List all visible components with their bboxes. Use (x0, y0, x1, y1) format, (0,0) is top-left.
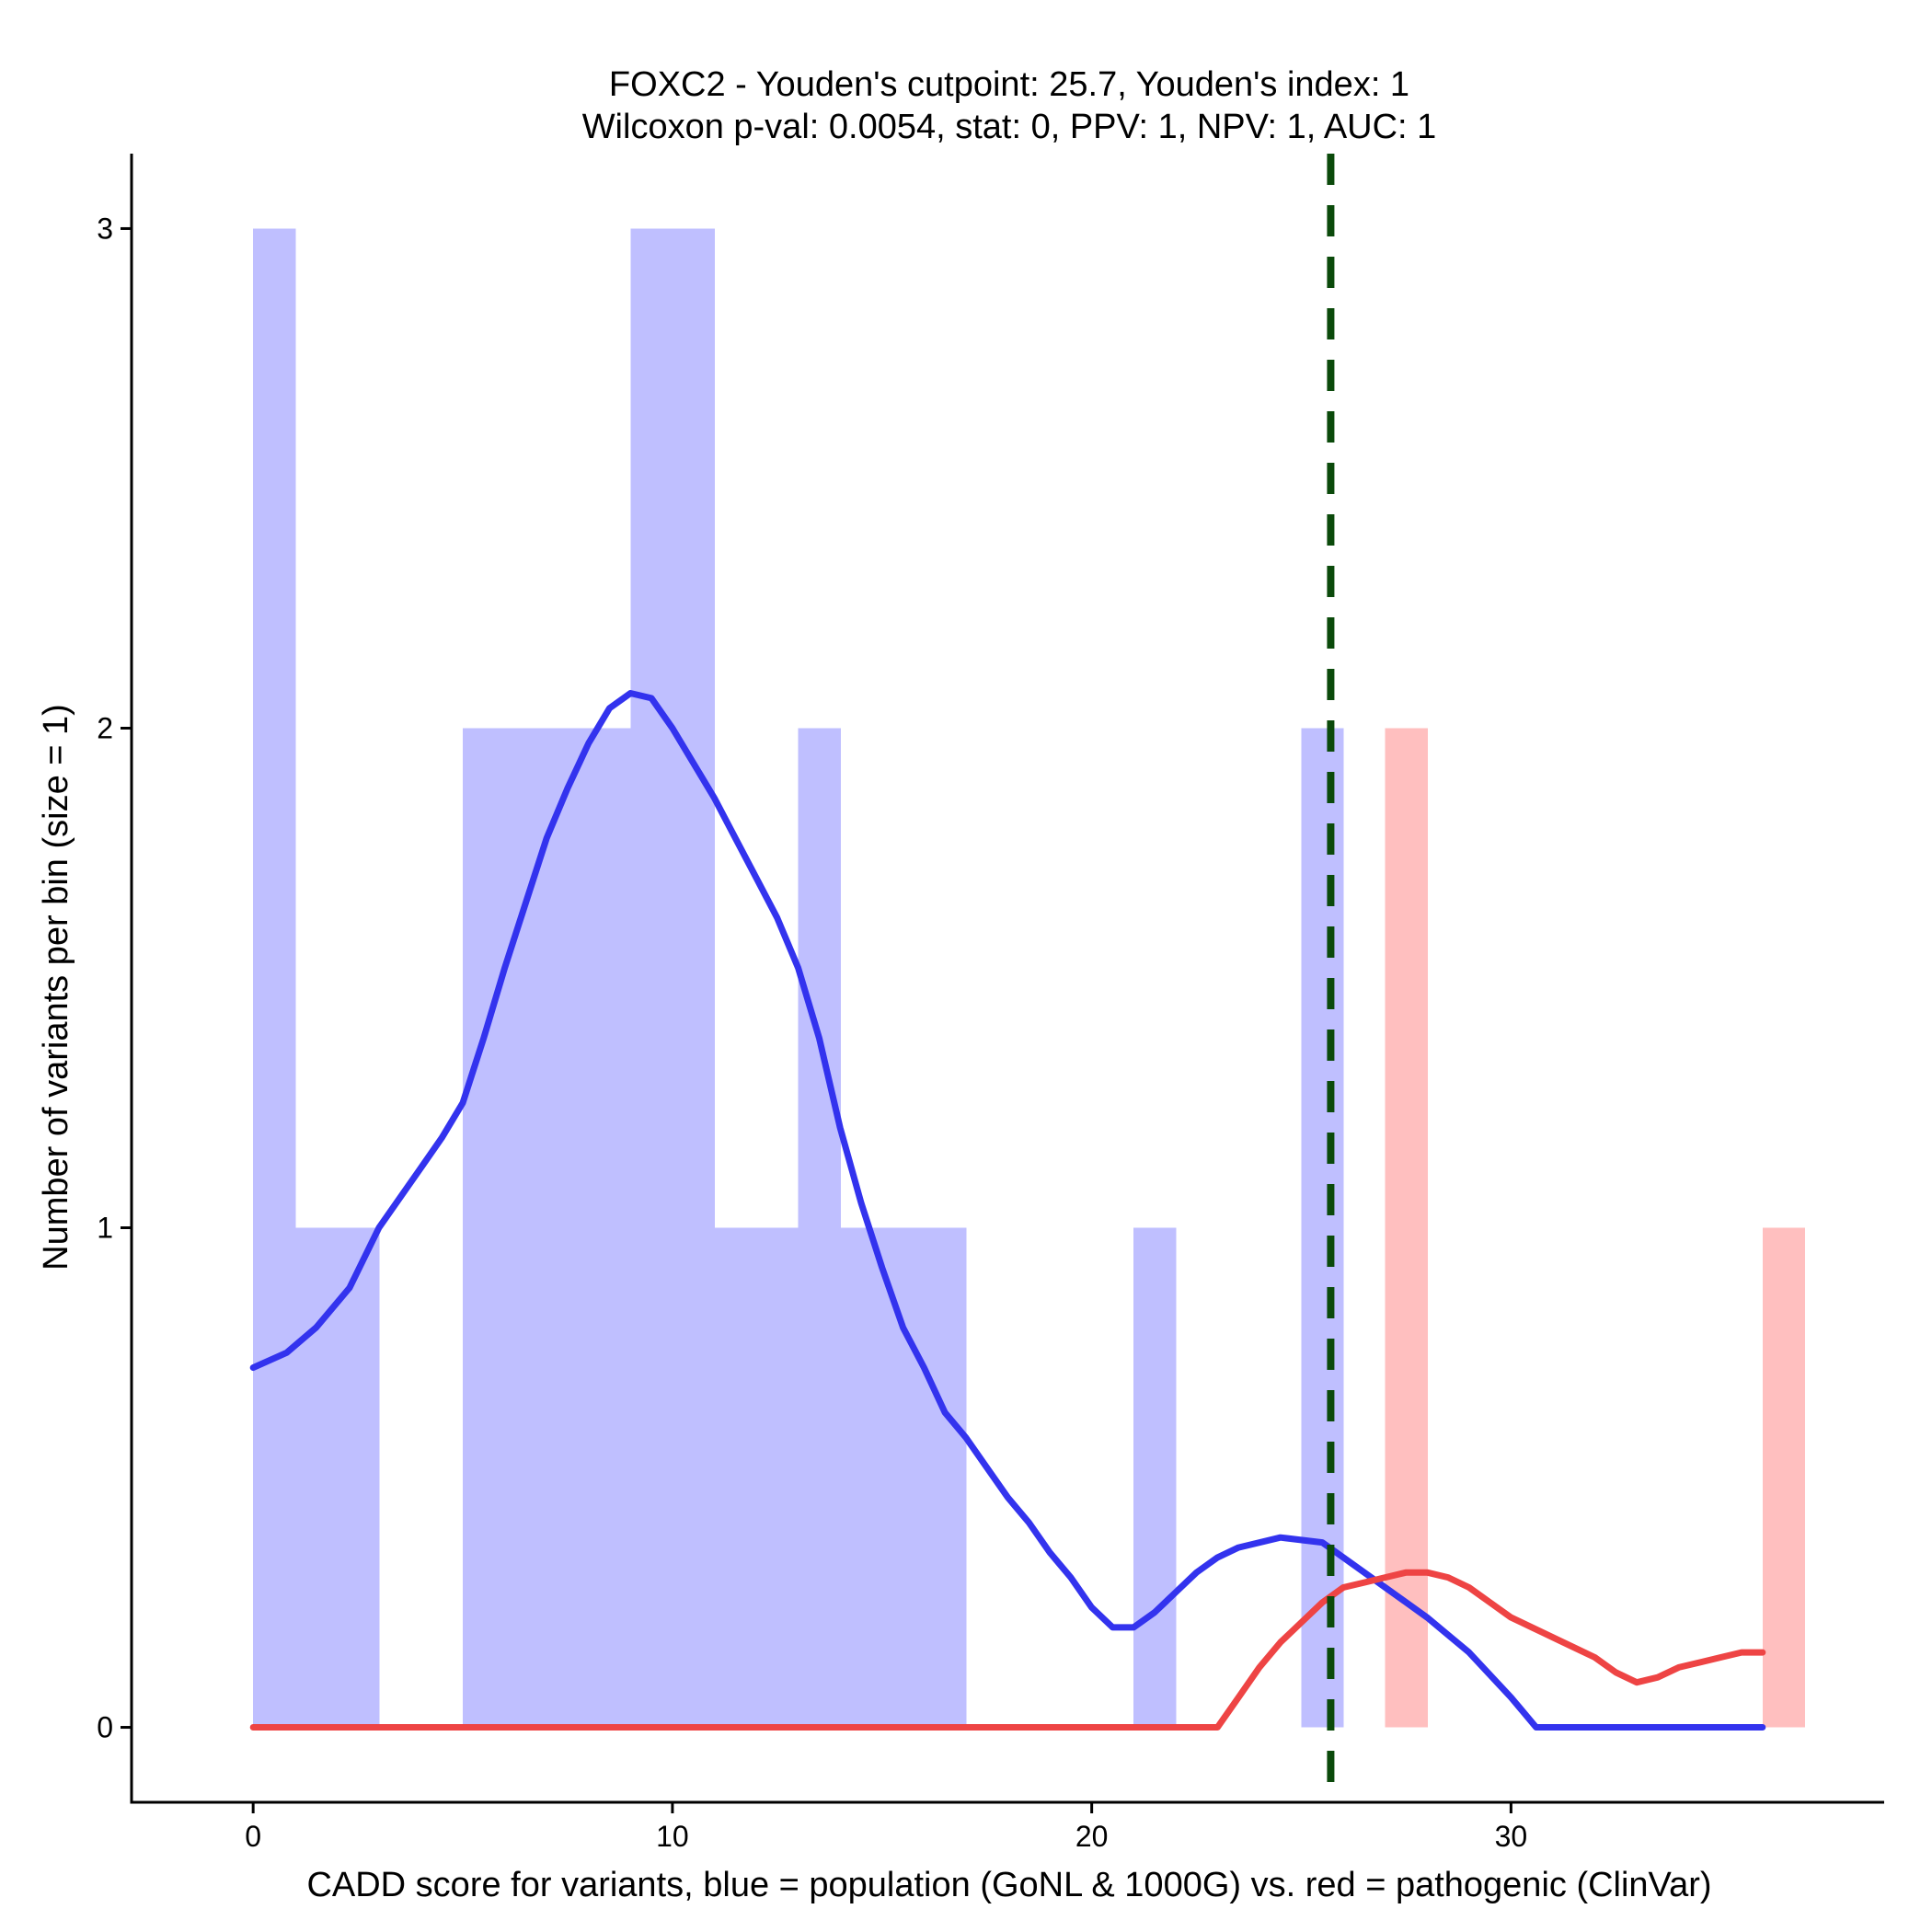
histogram-bar-population (294, 1227, 338, 1728)
axes: 0 10 20 30 0 1 2 3 (97, 154, 1884, 1853)
density-line-population (249, 690, 1766, 1731)
histogram-bar-population (798, 728, 841, 1728)
histogram-bar-population (546, 728, 590, 1728)
density-lines (249, 690, 1766, 1731)
histogram-bar-population (337, 1227, 380, 1728)
x-tick-label: 30 (1495, 1820, 1528, 1853)
x-tick-label: 20 (1075, 1820, 1109, 1853)
y-axis-label: Number of variants per bin (size = 1) (37, 704, 75, 1271)
histogram-bar-population (672, 228, 716, 1728)
x-axis-label: CADD score for variants, blue = populati… (306, 1866, 1711, 1904)
y-tick-label: 0 (97, 1711, 113, 1744)
histogram-bar-population (756, 1227, 799, 1728)
density-line-pathogenic (249, 1569, 1766, 1731)
chart-subtitle: Wilcoxon p-val: 0.0054, stat: 0, PPV: 1,… (582, 108, 1437, 146)
histogram-bar-pathogenic (1385, 728, 1428, 1728)
histogram-bar-population (630, 228, 673, 1728)
y-tick-label: 2 (97, 711, 113, 744)
histogram-bar-population (504, 728, 547, 1728)
histogram-bar-population (463, 728, 506, 1728)
histogram-bar-population (1133, 1227, 1177, 1728)
chart-title: FOXC2 - Youden's cutpoint: 25.7, Youden'… (609, 65, 1409, 104)
histogram-bar-population (253, 228, 296, 1728)
x-tick-label: 10 (656, 1820, 689, 1853)
histogram-bar-population (714, 1227, 757, 1728)
y-tick-label: 3 (97, 212, 113, 245)
histogram-bars (253, 228, 1806, 1728)
histogram-bar-population (588, 728, 631, 1728)
y-tick-label: 1 (97, 1212, 113, 1245)
histogram-bar-population (881, 1227, 925, 1728)
x-tick-label: 0 (245, 1820, 261, 1853)
histogram-bar-pathogenic (1762, 1227, 1806, 1728)
histogram-bar-population (1301, 728, 1344, 1728)
histogram-bar-population (840, 1227, 883, 1728)
histogram-bar-population (924, 1227, 967, 1728)
